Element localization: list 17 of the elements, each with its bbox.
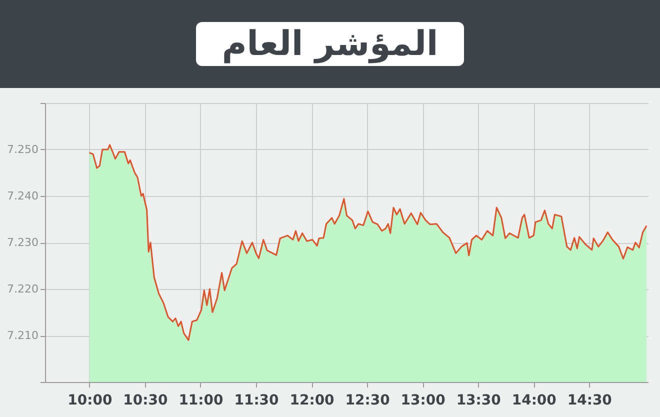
x-tick-label: 12:30: [345, 392, 390, 408]
x-tick-label: 13:30: [456, 392, 502, 408]
x-tick-label: 10:00: [68, 392, 112, 408]
y-tick-label: 7.230: [7, 236, 38, 249]
chart-title: المؤشر العام: [196, 22, 464, 66]
x-tick-label: 14:00: [512, 392, 557, 408]
y-tick-label: 7.250: [7, 143, 38, 156]
line-series: [88, 144, 648, 341]
y-tick-label: 7.210: [7, 329, 38, 342]
x-tick-label: 11:00: [178, 392, 224, 408]
x-tick-label: 11:30: [234, 392, 280, 408]
x-tick-label: 14:30: [567, 392, 612, 408]
x-tick-label: 12:00: [290, 392, 335, 408]
x-tick-label: 10:30: [123, 392, 168, 408]
x-tick-label: 13:00: [400, 392, 446, 408]
y-tick-label: 7.220: [7, 282, 38, 296]
y-tick-label: 7.240: [7, 190, 38, 202]
